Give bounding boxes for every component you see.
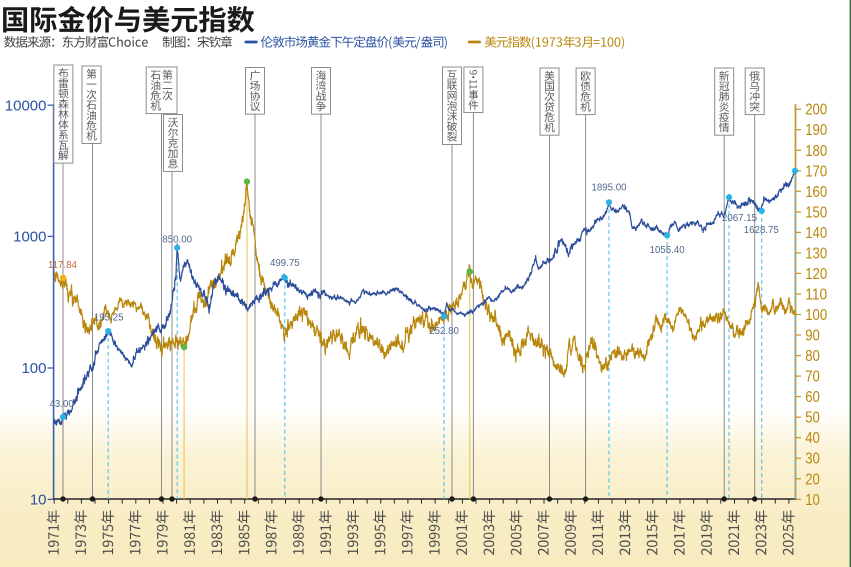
svg-text:80: 80	[805, 348, 820, 365]
svg-text:43.00: 43.00	[50, 399, 75, 410]
svg-text:850.00: 850.00	[162, 235, 192, 246]
svg-text:140: 140	[805, 225, 827, 242]
svg-text:60: 60	[805, 389, 820, 406]
svg-text:10: 10	[30, 492, 47, 509]
svg-text:117.84: 117.84	[48, 260, 78, 271]
svg-text:160: 160	[805, 184, 827, 201]
svg-text:10: 10	[805, 492, 820, 509]
svg-text:1895.00: 1895.00	[591, 183, 627, 194]
svg-text:90: 90	[805, 328, 820, 345]
svg-text:180: 180	[805, 143, 827, 160]
svg-text:499.75: 499.75	[270, 258, 300, 269]
svg-text:1628.75: 1628.75	[744, 225, 779, 236]
svg-text:1000: 1000	[13, 229, 46, 246]
svg-text:150: 150	[805, 204, 827, 221]
svg-text:100: 100	[805, 307, 827, 324]
svg-text:40: 40	[805, 430, 820, 447]
svg-text:10000: 10000	[5, 97, 47, 114]
svg-text:100: 100	[21, 360, 46, 377]
svg-text:50: 50	[805, 410, 820, 427]
svg-text:200: 200	[805, 102, 827, 119]
svg-text:70: 70	[805, 369, 820, 386]
svg-text:2067.15: 2067.15	[722, 213, 757, 224]
svg-text:190: 190	[805, 122, 827, 139]
svg-text:30: 30	[805, 451, 820, 468]
svg-text:195.25: 195.25	[94, 313, 124, 324]
svg-text:20: 20	[805, 471, 820, 488]
svg-text:170: 170	[805, 163, 827, 180]
svg-text:130: 130	[805, 245, 827, 262]
svg-text:252.80: 252.80	[429, 326, 459, 337]
svg-text:120: 120	[805, 266, 827, 283]
svg-text:110: 110	[805, 287, 827, 304]
svg-text:1055.40: 1055.40	[650, 245, 686, 256]
